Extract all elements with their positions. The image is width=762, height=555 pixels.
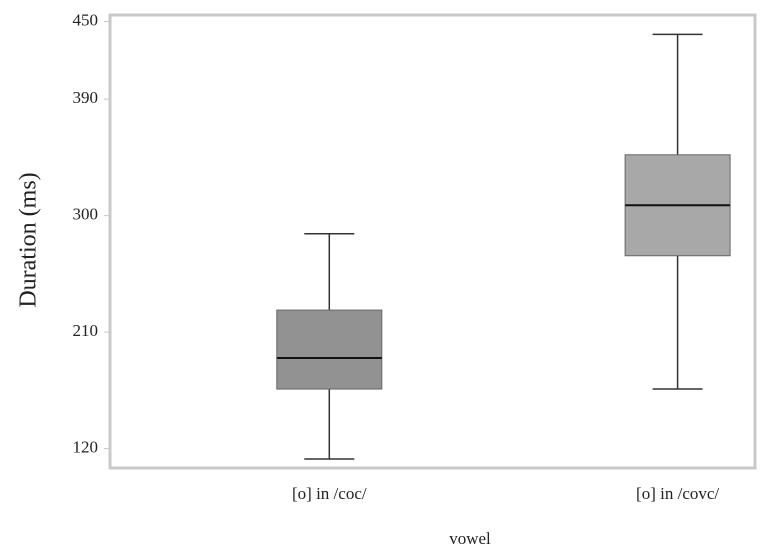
chart: vowel Duration (ms) 120 210 300 390 450 [o] i… [0, 0, 762, 555]
box [277, 310, 382, 389]
y-tick-label: 390 [73, 88, 99, 107]
y-axis-label: Duration (ms) [16, 172, 42, 307]
y-tick-label: 450 [73, 10, 99, 29]
y-tick-label: 210 [73, 321, 99, 340]
x-tick-label: [o] in /covc/ [636, 484, 719, 503]
y-tick-label: 120 [73, 437, 99, 456]
page: {"chart_data": {"type": "box", "categori… [0, 0, 762, 555]
y-tick-label: 300 [73, 205, 99, 224]
x-tick-label: [o] in /coc/ [292, 484, 367, 503]
x-axis-label: vowel [449, 529, 491, 548]
